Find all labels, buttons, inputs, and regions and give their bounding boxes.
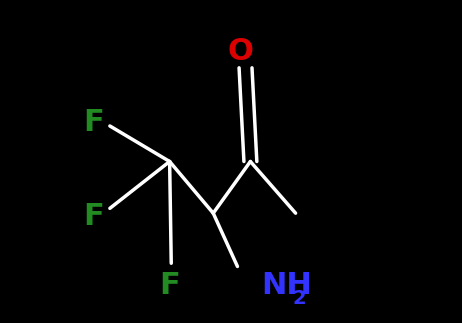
- Text: F: F: [83, 202, 104, 231]
- Text: F: F: [159, 271, 180, 300]
- Text: O: O: [228, 37, 254, 66]
- Text: 2: 2: [292, 289, 306, 308]
- Text: F: F: [83, 108, 104, 137]
- Text: NH: NH: [261, 271, 312, 300]
